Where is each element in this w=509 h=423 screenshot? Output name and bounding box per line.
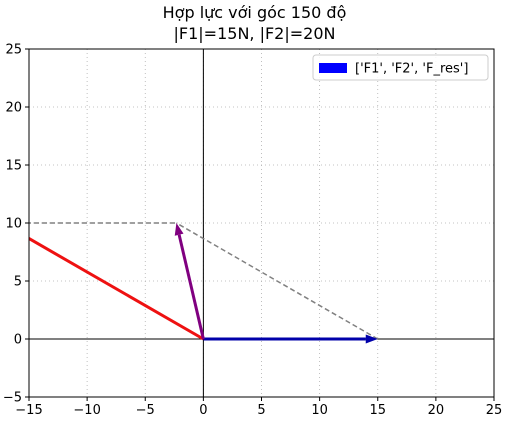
ticks-layer: −15 −10 −5 0 5 10 15 20 25 −5 0 5 10 15 20 25: [3, 43, 502, 419]
legend: ['F1', 'F2', 'F_res']: [312, 54, 489, 81]
x-tick-label: 20: [428, 403, 445, 418]
y-tick-label: 0: [14, 333, 22, 348]
y-tick-label: 5: [14, 275, 22, 290]
x-tick-label: −5: [136, 403, 155, 418]
y-tick-label: 20: [5, 101, 22, 116]
y-tick-label: 25: [5, 43, 22, 58]
vector-f2-shaft: [29, 236, 205, 341]
x-tick-label: 15: [369, 403, 386, 418]
y-tick-label: 10: [5, 217, 22, 232]
x-tick-label: −10: [73, 403, 100, 418]
legend-swatch: [319, 63, 347, 73]
series-layer: [29, 222, 379, 344]
x-tick-label: 10: [311, 403, 328, 418]
x-tick-label: −15: [15, 403, 42, 418]
y-tick-label: −5: [3, 391, 22, 406]
chart-title-line-2: |F1|=15N, |F2|=20N: [173, 24, 336, 43]
x-tick-label: 25: [486, 403, 503, 418]
legend-label: ['F1', 'F2', 'F_res']: [355, 62, 468, 77]
legend-box: [312, 54, 489, 81]
vector-f_res-arrowhead: [174, 223, 184, 236]
vector-f1-arrowhead: [365, 334, 378, 344]
y-tick-label: 15: [5, 159, 22, 174]
x-tick-label: 0: [199, 403, 207, 418]
vector-f_res-shaft: [177, 234, 205, 340]
x-tick-label: 5: [257, 403, 265, 418]
dashed-construction-line: [176, 222, 379, 340]
chart-title-line-1: Hợp lực với góc 150 độ: [162, 3, 347, 22]
